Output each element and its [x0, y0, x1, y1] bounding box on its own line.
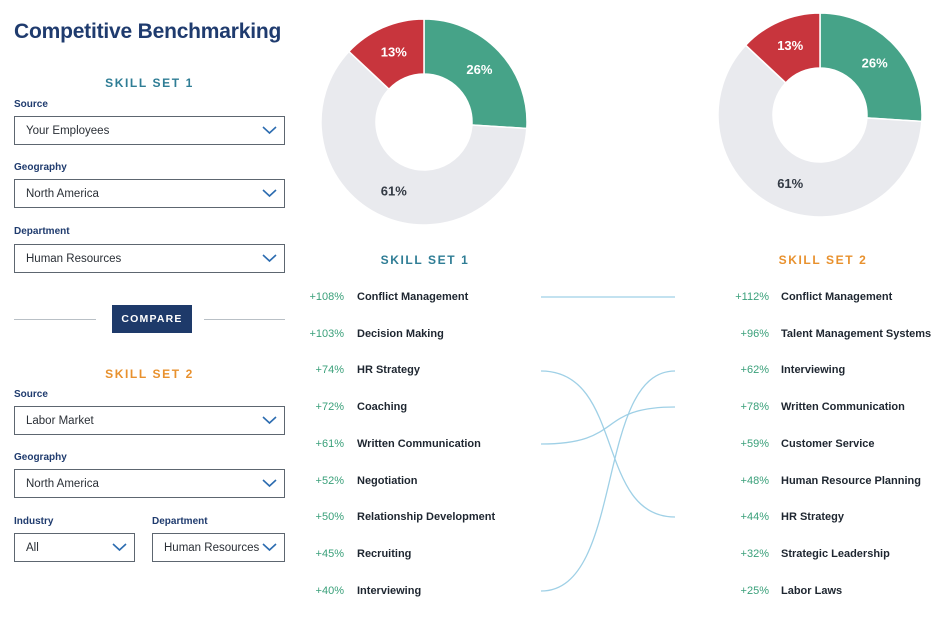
skill-set-1-item-name: Recruiting	[357, 547, 412, 560]
source-1-label: Source	[14, 99, 48, 110]
skill-set-2-item-pct: +44%	[740, 511, 769, 524]
connector-written-communication	[540, 406, 676, 445]
donut1-label-teal: 26%	[466, 62, 492, 77]
chevron-down-icon	[112, 543, 127, 552]
donut2-label-grey: 61%	[777, 176, 803, 191]
donut2-slice-grey	[718, 44, 923, 218]
skill-set-1-item-name: Coaching	[357, 401, 408, 414]
skill-set-1-item-pct: +61%	[315, 437, 344, 450]
chevron-down-icon	[262, 254, 277, 263]
department-1-label: Department	[14, 226, 70, 237]
chevron-down-icon	[262, 543, 277, 552]
donut1-slice-grey	[320, 50, 528, 226]
geography-2-label: Geography	[14, 452, 67, 463]
divider-left	[14, 319, 96, 320]
skill-set-2-item-name: Interviewing	[781, 364, 846, 377]
department-1-value: Human Resources	[26, 252, 122, 265]
chevron-down-icon	[262, 479, 277, 488]
geography-1-select[interactable]: North America	[14, 179, 285, 208]
donut1-label-red: 13%	[381, 44, 407, 59]
skill-set-1-item-pct: +108%	[309, 291, 344, 303]
skill-set-1-heading: SKILL SET 1	[380, 253, 470, 267]
left-skill-set-1-heading: SKILL SET 1	[105, 76, 194, 90]
source-1-value: Your Employees	[26, 124, 110, 137]
industry-select[interactable]: All	[14, 533, 135, 562]
industry-label: Industry	[14, 516, 54, 527]
skill-set-2-item-name: Written Communication	[781, 401, 905, 414]
connector-hr-strategy	[540, 370, 676, 518]
industry-value: All	[26, 541, 39, 554]
skill-set-2-item-pct: +78%	[740, 401, 769, 414]
skill-set-2-item-name: Labor Laws	[781, 584, 843, 597]
skill-set-1-item-name: Interviewing	[357, 584, 422, 597]
compare-button[interactable]: COMPARE	[112, 305, 192, 333]
skill-set-2-item-pct: +62%	[740, 364, 769, 377]
skill-set-1-item-name: Decision Making	[357, 327, 444, 340]
skill-set-2-item-name: Human Resource Planning	[781, 474, 921, 487]
skill-set-2-item-pct: +32%	[740, 547, 769, 560]
skill-set-1-item-pct: +103%	[309, 327, 344, 340]
page-title: Competitive Benchmarking	[14, 20, 282, 43]
skill-set-2-heading: SKILL SET 2	[778, 253, 868, 267]
donut1-slice-teal	[423, 18, 528, 130]
donut2-label-red: 13%	[777, 38, 803, 53]
chevron-down-icon	[262, 189, 277, 198]
skill-set-1-item-name: Negotiation	[357, 474, 418, 487]
geography-1-value: North America	[26, 187, 99, 200]
source-2-value: Labor Market	[26, 414, 94, 427]
divider-right	[204, 319, 285, 320]
skill-set-1-item-name: Written Communication	[357, 437, 481, 450]
skill-set-2-item-pct: +59%	[740, 437, 769, 450]
source-2-select[interactable]: Labor Market	[14, 406, 285, 435]
donut-chart-skill-set-1: 26% 61% 13%	[320, 18, 528, 226]
geography-1-label: Geography	[14, 162, 67, 173]
donut1-slice-red	[347, 18, 425, 91]
skill-set-2-item-pct: +112%	[735, 291, 769, 303]
donut2-label-teal: 26%	[862, 56, 888, 71]
skill-set-2-item-name: Strategic Leadership	[781, 547, 890, 560]
donut1-label-grey: 61%	[381, 184, 407, 199]
skill-set-1-item-pct: +72%	[315, 401, 344, 414]
department-2-label: Department	[152, 516, 208, 527]
skill-set-2-item-name: Talent Management Systems	[781, 327, 932, 340]
skill-set-1-item-pct: +40%	[315, 584, 344, 597]
skill-set-1-item-pct: +74%	[315, 364, 344, 377]
donut2-slice-red	[744, 12, 821, 84]
skill-set-1-item-name: Conflict Management	[357, 291, 469, 303]
department-1-select[interactable]: Human Resources	[14, 244, 285, 273]
skill-set-1-item-pct: +50%	[315, 511, 344, 524]
skill-set-1-item-name: HR Strategy	[357, 364, 420, 377]
left-skill-set-2-heading: SKILL SET 2	[105, 367, 194, 381]
department-2-select[interactable]: Human Resources	[152, 533, 285, 562]
source-1-select[interactable]: Your Employees	[14, 116, 285, 145]
skill-set-2-item-pct: +96%	[740, 327, 769, 340]
chevron-down-icon	[262, 416, 277, 425]
skill-set-1-item-pct: +45%	[315, 547, 344, 560]
skill-set-1-item-name: Relationship Development	[357, 511, 496, 524]
source-2-label: Source	[14, 389, 48, 400]
geography-2-select[interactable]: North America	[14, 469, 285, 498]
donut2-slice-teal	[819, 12, 923, 123]
chevron-down-icon	[262, 126, 277, 135]
department-2-value: Human Resources	[164, 541, 260, 554]
geography-2-value: North America	[26, 477, 99, 490]
skill-set-2-item-name: HR Strategy	[781, 511, 844, 524]
donut-chart-skill-set-2: 26% 61% 13%	[718, 12, 923, 218]
skill-set-2-item-pct: +48%	[740, 474, 769, 487]
skill-set-1-item-pct: +52%	[315, 474, 344, 487]
skill-set-2-item-name: Conflict Management	[781, 291, 893, 303]
skill-set-2-item-name: Customer Service	[781, 437, 875, 450]
connector-interviewing	[540, 370, 676, 592]
skill-set-2-item-pct: +25%	[740, 584, 769, 597]
